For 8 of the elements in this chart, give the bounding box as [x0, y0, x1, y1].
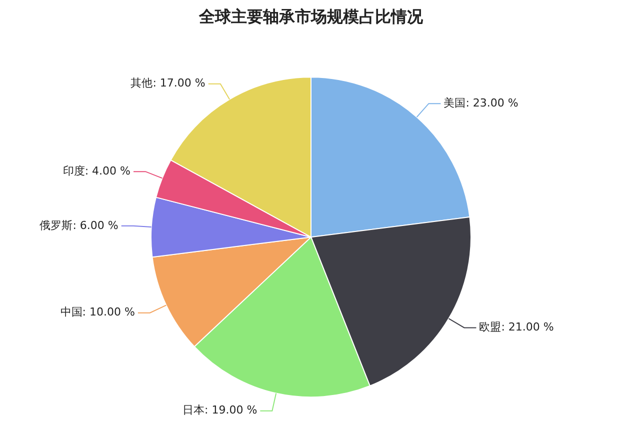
slice-label: 日本: 19.00 %: [182, 404, 258, 417]
slice-label: 印度: 4.00 %: [62, 164, 130, 178]
slice-label: 美国: 23.00 %: [444, 96, 518, 110]
slice-label: 其他: 17.00 %: [130, 76, 206, 90]
slice-label: 俄罗斯: 6.00 %: [40, 218, 118, 232]
slice-label: 欧盟: 21.00 %: [479, 320, 554, 334]
chart-title: 全球主要轴承市场规模占比情况: [198, 6, 424, 26]
slice-label: 中国: 10.00 %: [60, 306, 135, 319]
